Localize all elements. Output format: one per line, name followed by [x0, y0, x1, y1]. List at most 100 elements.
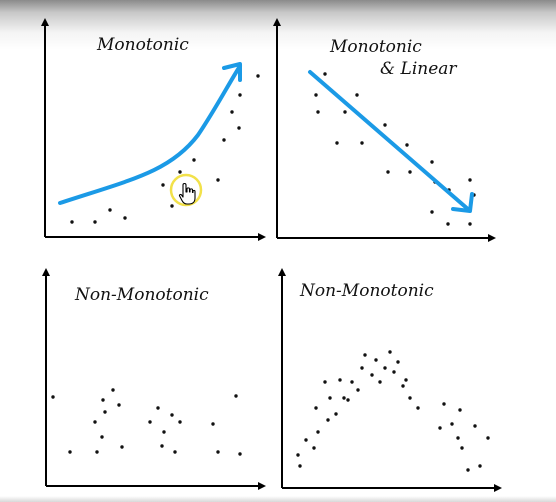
panel-caption: Non-Monotonic [74, 285, 209, 305]
data-point [416, 406, 420, 410]
data-point [360, 141, 364, 145]
linear-trend-arrow [308, 70, 471, 212]
data-point [111, 388, 115, 392]
data-point [446, 222, 450, 226]
panel-caption-line-2: & Linear [380, 59, 457, 79]
data-point [478, 464, 482, 468]
panel-caption: Monotonic [329, 37, 422, 57]
data-point [170, 204, 174, 208]
data-point [100, 435, 104, 439]
data-point [460, 446, 464, 450]
data-point [238, 93, 242, 97]
data-point [343, 110, 347, 114]
data-point [370, 373, 374, 377]
data-point [304, 438, 308, 442]
data-point [296, 453, 300, 457]
data-point [328, 396, 332, 400]
data-point [51, 395, 55, 399]
data-point [378, 380, 382, 384]
data-point [323, 380, 327, 384]
panel-caption: Monotonic [96, 35, 189, 55]
data-point [473, 424, 477, 428]
data-point [383, 366, 387, 370]
data-point [93, 220, 97, 224]
data-point [430, 210, 434, 214]
data-point [456, 436, 460, 440]
data-points [70, 74, 260, 224]
data-point [360, 366, 364, 370]
data-point [338, 378, 342, 382]
data-point [334, 412, 338, 416]
mouse-cursor [169, 173, 203, 207]
data-point [312, 446, 316, 450]
data-point [350, 380, 354, 384]
arrowhead [451, 192, 474, 213]
panel-caption: Non-Monotonic [299, 281, 434, 301]
data-point [117, 403, 121, 407]
data-point [355, 93, 359, 97]
data-point [314, 93, 318, 97]
data-point [211, 422, 215, 426]
data-point [68, 450, 72, 454]
data-point [123, 216, 127, 220]
data-point [342, 396, 346, 400]
data-point [442, 402, 446, 406]
data-point [120, 445, 124, 449]
panel-monotonic-linear: Monotonic & Linear [273, 18, 496, 242]
data-point [326, 418, 330, 422]
data-point [170, 413, 174, 417]
data-point [108, 208, 112, 212]
data-point [356, 388, 360, 392]
data-point [438, 426, 442, 430]
click-highlight [169, 173, 203, 207]
data-point [70, 220, 74, 224]
data-point [396, 360, 400, 364]
data-point [405, 143, 409, 147]
data-point [408, 396, 412, 400]
data-point [230, 110, 234, 114]
data-point [103, 410, 107, 414]
data-point [101, 398, 105, 402]
panel-monotonic: Monotonic [41, 18, 266, 241]
data-point [160, 444, 164, 448]
data-point [450, 422, 454, 426]
data-point [404, 378, 408, 382]
data-point [178, 170, 182, 174]
data-points [51, 388, 242, 456]
panel-non-monotonic-left: Non-Monotonic [42, 268, 266, 490]
curved-trend-arrow [58, 64, 242, 205]
data-point [383, 123, 387, 127]
data-point [256, 74, 260, 78]
data-point [468, 178, 472, 182]
data-point [173, 450, 177, 454]
data-point [95, 450, 99, 454]
panel-non-monotonic-right: Non-Monotonic [278, 268, 502, 492]
data-point [408, 170, 412, 174]
data-point [466, 468, 470, 472]
data-point [298, 464, 302, 468]
data-point [93, 420, 97, 424]
data-point [386, 170, 390, 174]
data-point [178, 420, 182, 424]
data-point [314, 406, 318, 410]
data-point [156, 406, 160, 410]
data-point [238, 452, 242, 456]
data-point [346, 398, 350, 402]
data-point [234, 394, 238, 398]
data-point [430, 160, 434, 164]
data-point [222, 138, 226, 142]
data-point [401, 384, 405, 388]
data-point [335, 141, 339, 145]
data-point [148, 420, 152, 424]
data-points [296, 350, 490, 472]
data-point [392, 370, 396, 374]
data-point [316, 430, 320, 434]
data-point [237, 126, 241, 130]
bottom-shadow [0, 496, 556, 502]
data-point [216, 450, 220, 454]
data-point [216, 178, 220, 182]
data-point [468, 222, 472, 226]
data-point [374, 358, 378, 362]
data-point [486, 436, 490, 440]
